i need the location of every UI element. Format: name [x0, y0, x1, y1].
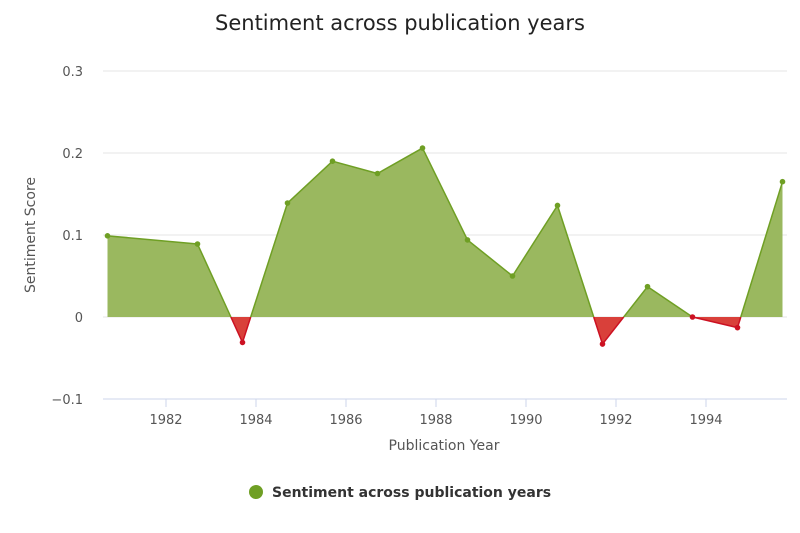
series-line-segment — [377, 147, 423, 175]
positive-area — [107, 235, 198, 317]
series-lines — [107, 147, 784, 345]
y-tick-label: 0.1 — [62, 229, 83, 244]
x-tick-label: 1990 — [509, 413, 542, 428]
positive-area — [467, 239, 513, 317]
data-point[interactable] — [599, 341, 606, 347]
data-point[interactable] — [329, 158, 336, 164]
data-point[interactable] — [104, 233, 111, 239]
series-line-segment — [107, 235, 198, 245]
data-point[interactable] — [374, 170, 381, 177]
legend-label[interactable]: Sentiment across publication years — [272, 485, 551, 501]
data-point[interactable] — [644, 283, 651, 290]
x-tick-label: 1982 — [149, 413, 182, 428]
y-tick-label: −0.1 — [51, 393, 83, 408]
data-point[interactable] — [509, 273, 516, 279]
x-axis-title: Publication Year — [389, 438, 500, 454]
data-point[interactable] — [779, 178, 786, 185]
series-line-segment — [249, 202, 289, 318]
series-line-segment — [740, 181, 784, 318]
series-line-segment — [592, 316, 604, 345]
positive-area — [377, 148, 423, 317]
data-points[interactable] — [104, 145, 786, 347]
legend-marker — [249, 485, 263, 499]
data-point[interactable] — [194, 241, 201, 247]
y-axis-title: Sentiment Score — [23, 177, 39, 293]
data-point[interactable] — [284, 200, 291, 206]
x-tick-label: 1988 — [419, 413, 452, 428]
data-point[interactable] — [419, 145, 426, 151]
data-point[interactable] — [734, 324, 741, 331]
y-tick-label: 0 — [75, 311, 83, 326]
positive-area — [422, 148, 468, 317]
series-line-segment — [286, 160, 334, 204]
data-point[interactable] — [239, 339, 246, 346]
area-fills — [107, 148, 783, 345]
series-line-segment — [556, 205, 595, 318]
data-point[interactable] — [689, 314, 696, 320]
data-point[interactable] — [464, 237, 471, 243]
positive-area — [332, 161, 378, 317]
positive-area — [512, 205, 558, 317]
series-line-segment — [511, 205, 559, 277]
series-line-segment — [332, 160, 378, 175]
series-line-segment — [692, 316, 738, 329]
y-axis-ticks: −0.1 0 0.1 0.2 0.3 — [51, 65, 83, 408]
x-tick-label: 1992 — [599, 413, 632, 428]
y-tick-label: 0.2 — [62, 147, 83, 162]
series-line-segment — [623, 286, 649, 318]
chart-title: Sentiment across publication years — [215, 11, 585, 35]
positive-area — [287, 161, 333, 317]
series-line-segment — [230, 316, 244, 343]
series-line-segment — [421, 147, 469, 241]
x-tick-label: 1986 — [329, 413, 362, 428]
series-line-segment — [467, 239, 513, 277]
data-point[interactable] — [554, 202, 561, 209]
legend[interactable]: Sentiment across publication years — [249, 485, 551, 501]
series-line-segment — [601, 316, 625, 345]
y-tick-label: 0.3 — [62, 65, 83, 80]
series-line-segment — [196, 243, 232, 318]
series-line-segment — [647, 286, 693, 318]
x-axis-ticks: 1982 1984 1986 1988 1990 1992 1994 — [149, 399, 723, 428]
x-tick-label: 1994 — [689, 413, 722, 428]
x-tick-label: 1984 — [239, 413, 272, 428]
series-line-segment — [241, 316, 252, 343]
